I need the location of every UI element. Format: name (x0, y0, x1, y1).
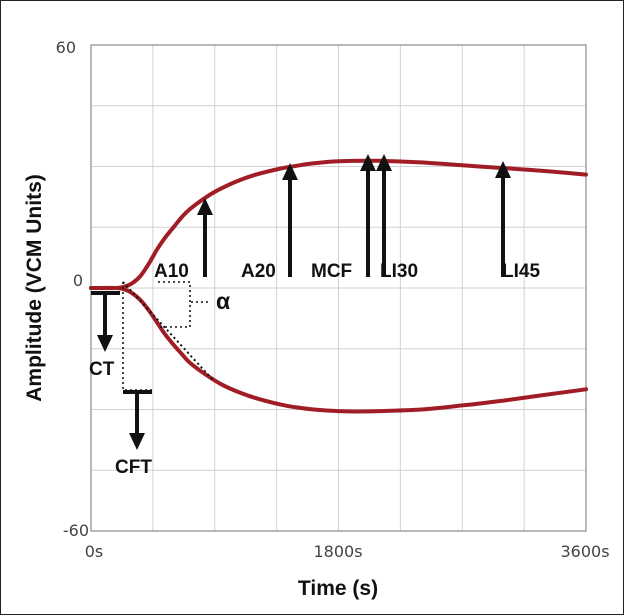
cft-bracket (122, 282, 154, 391)
alpha-label: α (216, 288, 230, 314)
a20-arrow-head (282, 163, 298, 180)
mcf-label: MCF (311, 261, 352, 282)
x-axis-title: Time (s) (298, 577, 378, 600)
x-tick-label-mid: 1800s (313, 542, 362, 561)
a20-label: A20 (241, 261, 276, 282)
a10-label: A10 (154, 261, 189, 282)
upper-trace-line (89, 158, 588, 291)
grid (91, 45, 586, 531)
y-tick-label-top: 60 (56, 38, 76, 57)
mcf-arrow-head (360, 154, 376, 171)
x-tick-label-end: 3600s (560, 542, 609, 561)
ct-label: CT (89, 359, 115, 380)
alpha-bracket (158, 281, 191, 328)
cft-label: CFT (115, 457, 152, 478)
x-tick-label-start: 0s (85, 542, 104, 561)
li45-arrow-head (495, 161, 511, 178)
li30-arrow-head (376, 154, 392, 171)
alpha-tangent-line (122, 281, 214, 381)
cft-arrow-head (129, 433, 145, 450)
li45-label: LI45 (502, 261, 540, 282)
ct-arrow-head (97, 335, 113, 352)
y-tick-label-mid: 0 (73, 271, 83, 290)
y-axis-title: Amplitude (VCM Units) (23, 174, 46, 401)
a10-arrow-head (197, 198, 213, 215)
y-tick-label-bottom: -60 (63, 521, 89, 540)
li30-label: LI30 (380, 261, 418, 282)
